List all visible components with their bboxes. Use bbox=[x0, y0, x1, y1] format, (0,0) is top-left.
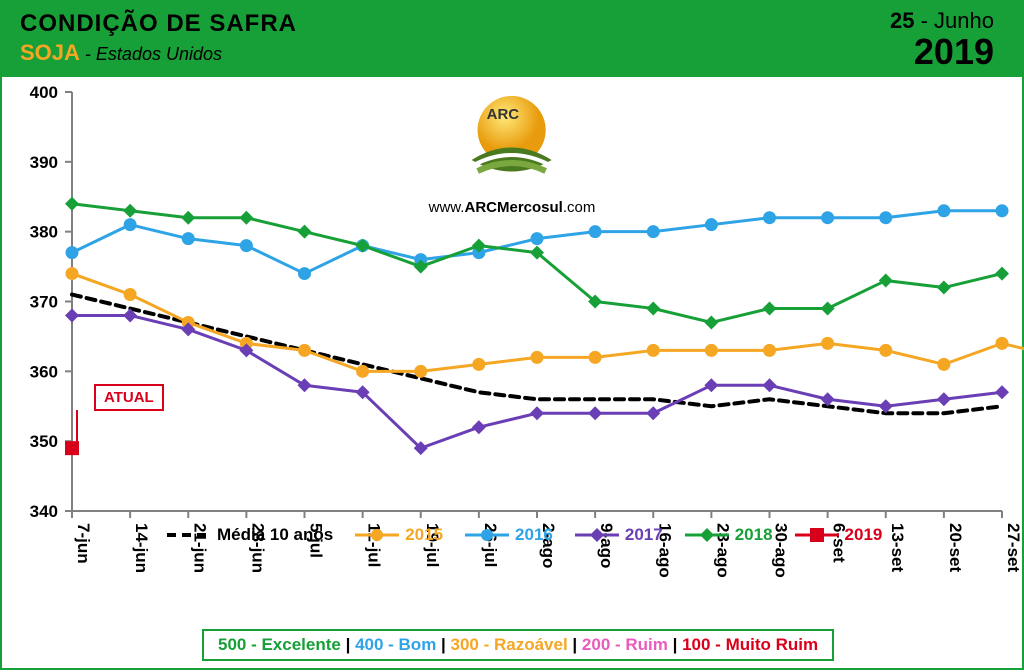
legend-item: 2017 bbox=[575, 525, 663, 545]
rating-item: 400 - Bom bbox=[355, 635, 436, 654]
svg-text:27-set: 27-set bbox=[1004, 523, 1023, 572]
svg-text:340: 340 bbox=[30, 502, 58, 521]
rating-item: 200 - Ruim bbox=[582, 635, 668, 654]
header-bar: CONDIÇÃO DE SAFRA SOJA - Estados Unidos … bbox=[2, 2, 1022, 77]
logo-url: www.ARCMercosul.com bbox=[429, 199, 596, 216]
svg-text:ARC: ARC bbox=[487, 106, 520, 123]
rating-scale-box: 500 - Excelente | 400 - Bom | 300 - Razo… bbox=[202, 629, 834, 661]
title-sub: SOJA - Estados Unidos bbox=[20, 40, 1004, 66]
svg-text:7-jun: 7-jun bbox=[74, 523, 93, 564]
svg-text:400: 400 bbox=[30, 83, 58, 102]
svg-text:350: 350 bbox=[30, 432, 58, 451]
svg-text:380: 380 bbox=[30, 223, 58, 242]
rating-item: 100 - Muito Ruim bbox=[682, 635, 818, 654]
title-main: CONDIÇÃO DE SAFRA bbox=[20, 10, 1004, 38]
chart-container: CONDIÇÃO DE SAFRA SOJA - Estados Unidos … bbox=[0, 0, 1024, 670]
legend-item: 2015 bbox=[355, 525, 443, 545]
rating-item: 300 - Razoável bbox=[451, 635, 568, 654]
legend-item: 2019 bbox=[795, 525, 883, 545]
series-legend: Média 10 anos 2015 2016 2017 2018 2019 bbox=[167, 525, 882, 545]
svg-text:14-jun: 14-jun bbox=[132, 523, 151, 573]
atual-callout: ATUAL bbox=[94, 384, 164, 411]
svg-text:360: 360 bbox=[30, 362, 58, 381]
legend-item: Média 10 anos bbox=[167, 525, 333, 545]
svg-text:370: 370 bbox=[30, 293, 58, 312]
atual-connector bbox=[76, 410, 78, 444]
rating-item: 500 - Excelente bbox=[218, 635, 341, 654]
chart-area: ARC www.ARCMercosul.com 340 350 360 370 380 3… bbox=[2, 77, 1022, 668]
arc-logo-icon: ARC bbox=[452, 95, 572, 190]
svg-text:20-set: 20-set bbox=[946, 523, 965, 572]
svg-text:390: 390 bbox=[30, 153, 58, 172]
date-year: 2019 bbox=[890, 34, 994, 70]
country-label: - Estados Unidos bbox=[80, 44, 222, 64]
crop-label: SOJA bbox=[20, 40, 80, 65]
legend-item: 2016 bbox=[465, 525, 553, 545]
legend-item: 2018 bbox=[685, 525, 773, 545]
date-block: 25 - Junho 2019 bbox=[890, 8, 994, 70]
svg-text:13-set: 13-set bbox=[888, 523, 907, 572]
logo-block: ARC www.ARCMercosul.com bbox=[429, 95, 596, 216]
